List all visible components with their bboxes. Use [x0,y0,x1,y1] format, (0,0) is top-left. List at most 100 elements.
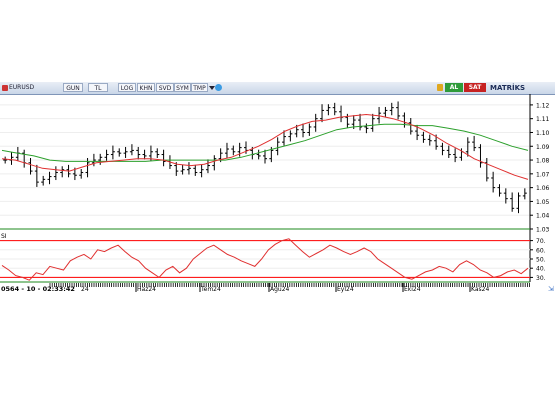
chart-window: EURUSD GUN TL LOG KHN SVD SYM TMP AL SAT… [0,82,555,318]
candle [503,188,508,204]
candle [332,102,337,116]
candle [446,145,451,158]
chart-toolbar: EURUSD GUN TL LOG KHN SVD SYM TMP AL SAT… [0,82,555,95]
candle [358,113,363,131]
rsi-tick-label: 60. [536,247,546,254]
candle [440,142,445,156]
candle [224,142,229,158]
candle [288,130,293,142]
price-tick-label: 1.07 [536,171,550,178]
lock-icon[interactable] [437,84,443,91]
candle [263,149,267,164]
candle [256,149,261,160]
ma-green-line [1,123,529,162]
buy-button[interactable]: AL [445,83,463,92]
rsi-tick-label: 30. [536,275,546,282]
candle [313,113,318,132]
price-tick-label: 1.05 [536,199,550,206]
candle [155,148,160,158]
candle [98,153,103,165]
btn-tl[interactable]: TL [88,83,108,92]
candle [421,131,426,143]
candle [370,113,375,132]
sell-button[interactable]: SAT [464,83,486,92]
candle [491,171,496,193]
resize-icon: ⇲ [548,285,554,293]
btn-tmp[interactable]: TMP [191,83,208,92]
candle [28,157,33,175]
price-tick-label: 1.12 [536,102,550,109]
time-tick-label: Eyl24 [337,286,354,293]
candle [522,188,527,200]
candle [193,164,198,176]
candle [389,102,394,116]
price-tick-label: 1.09 [536,144,550,151]
rsi-label: SI [1,233,7,240]
candle [60,166,65,178]
candle [453,148,458,163]
candle [478,144,483,168]
candle [307,123,312,136]
candle [301,123,306,138]
rsi-tick-label: 50. [536,257,546,264]
candle [396,101,401,120]
price-tick-label: 1.03 [536,227,550,234]
btn-khn[interactable]: KHN [137,83,155,92]
dropdown-arrow-icon[interactable] [209,86,215,90]
candle [148,145,153,161]
candle [484,157,489,182]
candle [142,149,147,160]
symbol-icon [2,85,8,91]
candle [427,134,432,146]
candle [79,169,84,179]
btn-sym[interactable]: SYM [174,83,191,92]
btn-gun[interactable]: GUN [63,83,83,92]
candle [104,149,109,161]
candle [408,117,413,135]
candle [472,135,477,152]
btn-svd[interactable]: SVD [156,83,174,92]
candle [377,106,382,124]
candle [339,105,344,123]
btn-log[interactable]: LOG [118,83,136,92]
candle [3,156,8,164]
candle [383,106,388,117]
candle [510,192,515,212]
candle [465,137,470,157]
time-tick-label: Ağu24 [270,286,290,293]
candle [231,145,236,156]
candle [402,112,407,128]
status-text: 0564 - 10 - 02:33:42 [1,285,75,293]
candle [136,146,141,160]
price-tick-label: 1.04 [536,213,550,220]
candle [516,192,521,214]
candle [212,155,217,171]
candle [85,157,90,178]
candle [282,130,287,146]
candle [110,145,115,160]
candle [275,137,280,156]
candle [129,144,134,156]
candle [174,162,179,176]
symbol-label[interactable]: EURUSD [9,84,35,91]
rsi-line [1,238,529,281]
ma-red-line [1,113,529,180]
twitter-icon[interactable] [215,84,222,91]
chart-canvas: 1.03 1.04 1.05 1.06 1.07 1.08 1.09 1.10 1.11 1.12… [0,94,554,293]
price-tick-label: 1.10 [536,130,550,137]
time-tick-label: Tem24 [200,286,221,293]
candle [9,152,14,165]
time-tick-label: Haz24 [137,286,156,293]
candle [205,159,210,174]
candle [161,149,166,167]
candle [34,164,39,187]
candle [364,123,369,134]
candle [180,164,185,175]
candle [497,184,502,197]
rsi-tick-label: 40. [536,266,546,273]
matriks-logo: MATRİKS [490,84,526,92]
time-label-partial: 24 [81,286,89,293]
time-tick-label: Kas24 [471,286,489,293]
candle [53,166,58,181]
price-tick-label: 1.08 [536,158,550,165]
